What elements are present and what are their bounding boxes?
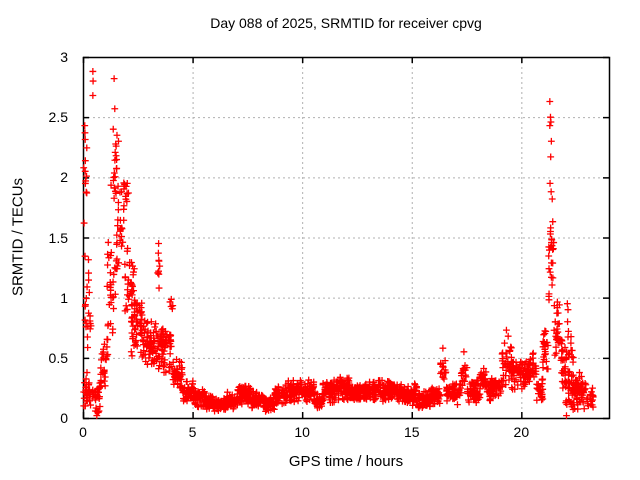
x-tick-label-15: 15 (403, 424, 420, 440)
y-tick-label-3: 3 (60, 49, 68, 65)
chart-title: Day 088 of 2025, SRMTID for receiver cpv… (210, 15, 482, 31)
y-tick-label-2.5: 2.5 (48, 109, 68, 126)
y-tick-label-0: 0 (60, 410, 68, 426)
x-tick-label-20: 20 (513, 424, 530, 440)
y-tick-label-1: 1 (60, 289, 68, 306)
y-tick-label-2: 2 (60, 169, 68, 186)
x-tick-label-10: 10 (294, 424, 310, 440)
y-tick-label-0.5: 0.5 (48, 349, 68, 366)
x-tick-label-0: 0 (79, 424, 87, 440)
x-tick-label-5: 5 (188, 424, 197, 440)
x-axis-label: GPS time / hours (288, 453, 404, 470)
y-tick-label-1.5: 1.5 (48, 229, 68, 246)
